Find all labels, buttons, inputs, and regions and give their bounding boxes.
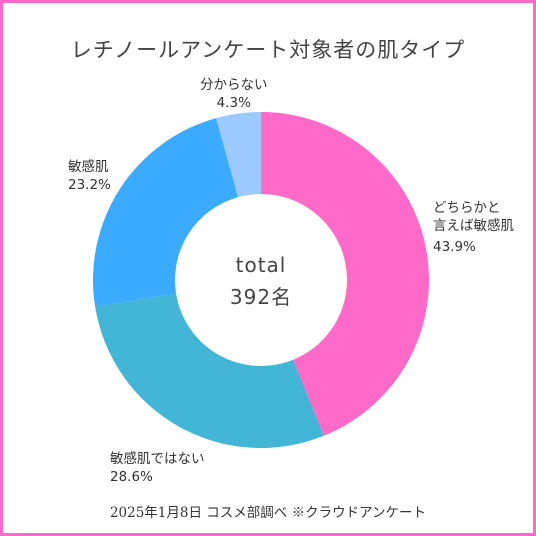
label-slice-2: 敏感肌 23.2%: [68, 158, 111, 194]
label-slice-0-line-1: 言えば敏感肌: [433, 218, 514, 234]
slice-3: [216, 112, 261, 198]
label-slice-3-line-0: 分からない: [200, 77, 268, 93]
slice-2: [93, 118, 239, 307]
label-slice-1: 敏感肌ではない 28.6%: [110, 450, 205, 486]
label-slice-3: 分からない 4.3%: [200, 76, 268, 112]
slice-1: [95, 293, 324, 449]
center-label-count: 392名: [230, 285, 292, 309]
label-slice-3-pct: 4.3%: [216, 95, 251, 111]
source-footer: 2025年1月8日 コスメ部調べ ※クラウドアンケート: [109, 505, 427, 521]
label-slice-1-pct: 28.6%: [110, 469, 153, 485]
label-slice-1-line-0: 敏感肌ではない: [110, 451, 205, 467]
chart-title: レチノールアンケート対象者の肌タイプ: [70, 38, 466, 62]
label-slice-2-line-0: 敏感肌: [68, 159, 109, 175]
label-slice-2-pct: 23.2%: [68, 177, 111, 193]
center-label-total: total: [236, 253, 287, 277]
donut-slices: [93, 112, 430, 449]
label-slice-0-line-0: どちらかと: [433, 200, 501, 216]
label-slice-0-pct: 43.9%: [433, 239, 476, 255]
slice-0: [261, 112, 430, 436]
label-slice-0: どちらかと 言えば敏感肌 43.9%: [433, 199, 514, 256]
